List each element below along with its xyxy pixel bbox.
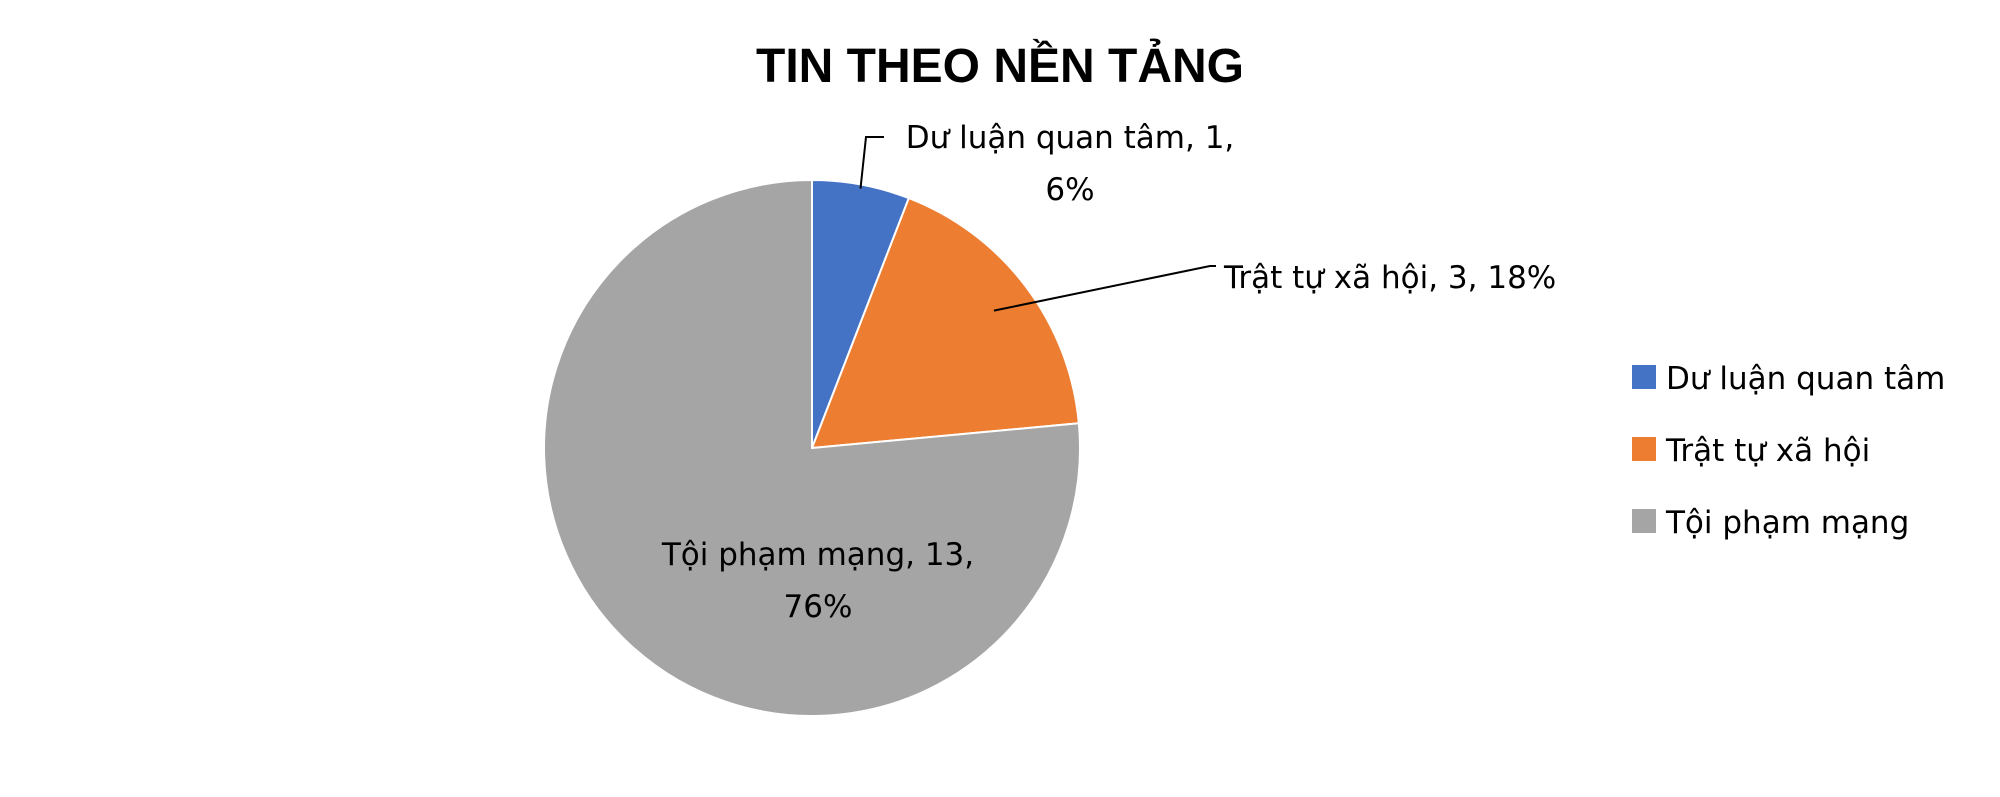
legend-label-du-luan-quan-tam: Dư luận quan tâm: [1666, 361, 1945, 397]
legend-swatch-trat-tu-xa-hoi: [1632, 437, 1656, 461]
pie-slices: [543, 178, 1081, 717]
legend-swatch-du-luan-quan-tam: [1632, 365, 1656, 389]
legend: Dư luận quan tâm Trật tự xã hội Tội phạm m…: [1632, 361, 1945, 541]
pie-slice-toi-pham-mang: [543, 178, 1081, 717]
data-label-toi-pham-mang: Tội phạm mạng, 13, 76%: [661, 537, 974, 625]
pie-slice-trat-tu-xa-hoi: [810, 196, 1080, 450]
leader-lines: [859, 136, 1216, 312]
leader-line-du-luan-quan-tam: [859, 136, 884, 189]
data-label-trat-tu-xa-hoi: Trật tự xã hội, 3, 18%: [1223, 260, 1556, 296]
data-labels: Dư luận quan tâm, 1, 6% Trật tự xã hội, 3,…: [661, 120, 1556, 625]
legend-label-trat-tu-xa-hoi: Trật tự xã hội: [1665, 433, 1870, 469]
legend-label-toi-pham-mang: Tội phạm mạng: [1665, 505, 1909, 541]
data-label-du-luan-quan-tam: Dư luận quan tâm, 1, 6%: [906, 120, 1235, 208]
leader-line-trat-tu-xa-hoi: [993, 265, 1216, 312]
chart-title: TIN THEO NỀN TẢNG: [756, 38, 1244, 93]
legend-swatch-toi-pham-mang: [1632, 509, 1656, 533]
